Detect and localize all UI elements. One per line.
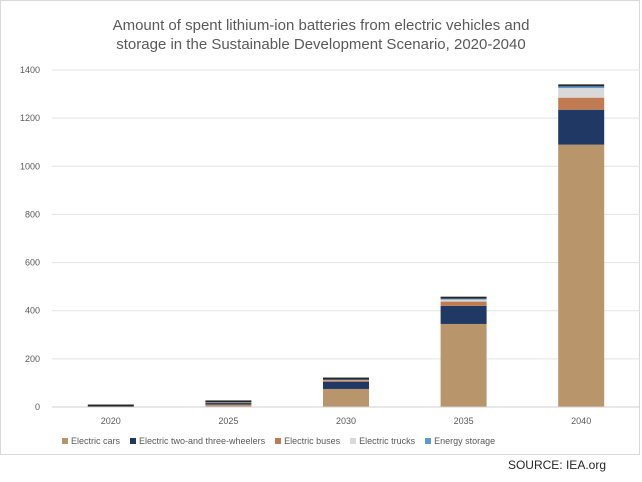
y-tick-label: 1200	[20, 113, 40, 123]
legend-label: Energy storage	[434, 436, 496, 446]
y-tick-label: 1000	[20, 161, 40, 171]
bar-cap	[558, 84, 605, 87]
x-tick-label: 2040	[571, 416, 591, 426]
x-tick-label: 2030	[336, 416, 356, 426]
bar-segment-energy-storage	[558, 86, 605, 89]
bar-segment-electric-cars	[205, 404, 252, 407]
y-tick-label: 800	[25, 209, 40, 219]
chart-title-line2: storage in the Sustainable Development S…	[116, 36, 526, 53]
bar-segment-electric-two-and-three-wheelers	[323, 381, 369, 389]
y-tick-label: 0	[35, 402, 40, 412]
y-axis-ticks: 0 200 400 600 800 1000 1200 1400	[20, 65, 40, 412]
x-tick-label: 2025	[218, 416, 238, 426]
bar-segment-electric-buses	[440, 301, 487, 306]
legend-swatch	[130, 438, 137, 444]
legend-label: Electric buses	[284, 436, 341, 446]
bar-segment-electric-trucks	[558, 88, 605, 98]
bar-segment-electric-cars	[323, 388, 369, 407]
bar-segment-electric-cars	[558, 144, 605, 407]
bar-cap	[323, 377, 369, 380]
bar-segment-electric-trucks	[440, 299, 487, 302]
legend-item: Electric buses	[275, 436, 340, 446]
bar-segment-electric-trucks	[205, 402, 252, 403]
bar-cap	[205, 400, 252, 403]
legend-label: Electric cars	[71, 436, 121, 446]
legend-swatch	[62, 438, 68, 444]
gridlines	[52, 69, 640, 360]
legend-label: Electric trucks	[359, 436, 416, 446]
legend-swatch	[425, 438, 432, 444]
x-tick-label: 2020	[101, 416, 121, 426]
legend-swatch	[350, 438, 357, 444]
bar-segment-electric-cars	[440, 323, 487, 407]
legend-item: Electric trucks	[350, 436, 415, 446]
bar-segment-electric-buses	[558, 97, 605, 110]
bar-cap	[87, 404, 134, 407]
bar-segment-electric-two-and-three-wheelers	[205, 402, 252, 405]
y-tick-label: 600	[25, 258, 40, 268]
source-note: SOURCE: IEA.org	[507, 458, 606, 472]
bar-segment-energy-storage	[440, 298, 487, 300]
legend: Electric cars Electric two-and three-whee…	[62, 436, 495, 446]
legend-item: Electric two-and three-wheelers	[130, 436, 265, 446]
x-tick-label: 2035	[454, 416, 474, 426]
bar-cap	[440, 296, 487, 299]
chart-title-line1: Amount of spent lithium-ion batteries fr…	[112, 17, 530, 34]
legend-swatch	[275, 438, 282, 444]
legend-item: Energy storage	[425, 436, 495, 446]
bars	[87, 84, 605, 408]
legend-item: Electric cars	[62, 436, 120, 446]
bar-segment-electric-buses	[323, 380, 369, 382]
bar-segment-electric-two-and-three-wheelers	[440, 305, 487, 324]
x-axis-ticks: 2020 2025 2030 2035 2040	[101, 416, 591, 426]
y-tick-label: 400	[25, 306, 40, 316]
bar-segment-electric-two-and-three-wheelers	[558, 109, 605, 145]
chart-frame	[0, 0, 640, 455]
y-tick-label: 1400	[20, 65, 40, 75]
bar-segment-energy-storage	[323, 379, 369, 381]
y-tick-label: 200	[25, 354, 40, 364]
chart-title: Amount of spent lithium-ion batteries fr…	[0, 16, 642, 54]
legend-label: Electric two-and three-wheelers	[139, 436, 266, 446]
